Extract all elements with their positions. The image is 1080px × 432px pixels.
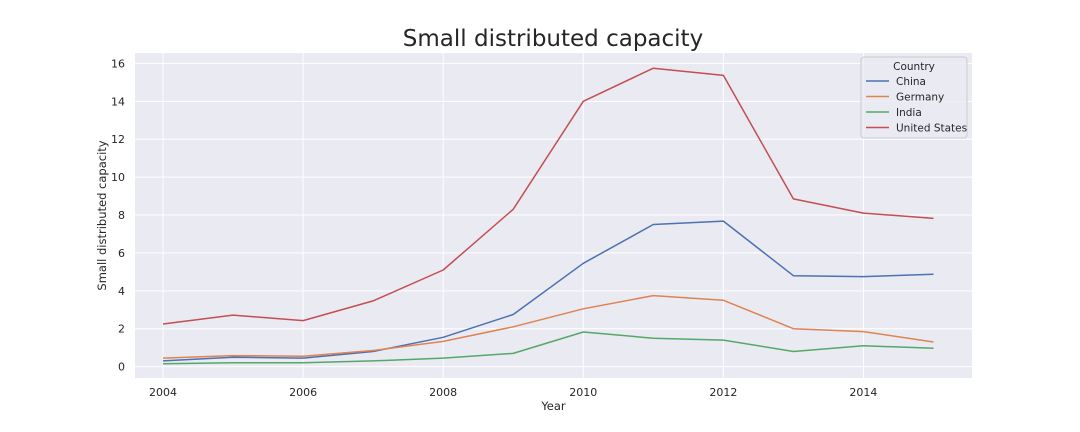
x-axis-label: Year	[540, 399, 566, 413]
x-tick-label: 2006	[289, 386, 317, 399]
y-tick-label: 2	[118, 323, 125, 336]
y-tick-label: 4	[118, 285, 125, 298]
legend-entries: China Germany India United States	[866, 76, 967, 135]
y-tick-label: 16	[111, 57, 125, 70]
y-tick-label: 6	[118, 247, 125, 260]
series-line-united-states	[162, 67, 934, 325]
series-lines	[162, 67, 934, 365]
legend: Country China Germany India United States	[860, 56, 968, 139]
legend-label-china: China	[896, 76, 926, 88]
x-tick-label: 2012	[709, 386, 737, 399]
legend-label-germany: Germany	[896, 92, 944, 104]
series-line-china	[162, 220, 934, 362]
legend-label-india: India	[896, 107, 922, 119]
x-tick-labels: 2004 2006 2008 2010 2012 2014	[149, 386, 877, 399]
chart-title: Small distributed capacity	[403, 26, 703, 52]
x-tick-label: 2008	[429, 386, 457, 399]
y-tick-label: 10	[111, 171, 125, 184]
x-tick-label: 2010	[569, 386, 597, 399]
legend-title: Country	[893, 61, 935, 73]
y-tick-labels: 0 2 4 6 8 10 12 14 16	[111, 57, 125, 373]
y-tick-label: 12	[111, 133, 125, 146]
x-tick-label: 2014	[849, 386, 877, 399]
series-line-india	[162, 331, 934, 365]
y-tick-label: 0	[118, 361, 125, 374]
y-tick-label: 14	[111, 95, 125, 108]
series-line-germany	[162, 294, 934, 359]
legend-box	[860, 56, 968, 139]
x-tick-label: 2004	[149, 386, 177, 399]
y-tick-label: 8	[118, 209, 125, 222]
y-axis-label: Small distributed capacity	[95, 140, 109, 290]
y-gridlines	[135, 62, 972, 368]
legend-label-united-states: United States	[896, 123, 967, 135]
